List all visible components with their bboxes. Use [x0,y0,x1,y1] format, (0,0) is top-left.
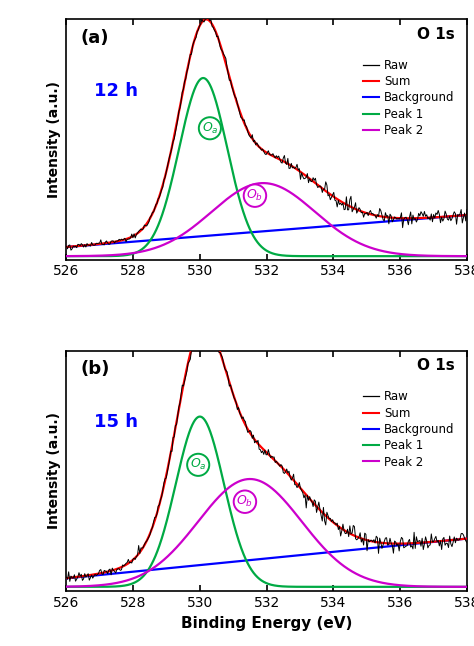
Text: $O_b$: $O_b$ [246,188,264,203]
Text: 15 h: 15 h [94,413,138,432]
Legend: Raw, Sum, Background, Peak 1, Peak 2: Raw, Sum, Background, Peak 1, Peak 2 [358,386,459,474]
Text: (b): (b) [81,360,110,379]
Text: O 1s: O 1s [417,358,455,373]
Y-axis label: Intensity (a.u.): Intensity (a.u.) [47,413,61,530]
X-axis label: Binding Energy (eV): Binding Energy (eV) [181,616,352,630]
Y-axis label: Intensity (a.u.): Intensity (a.u.) [47,81,61,198]
Text: O 1s: O 1s [417,26,455,41]
Legend: Raw, Sum, Background, Peak 1, Peak 2: Raw, Sum, Background, Peak 1, Peak 2 [358,54,459,141]
Text: $O_a$: $O_a$ [201,121,218,136]
Text: 12 h: 12 h [94,82,138,100]
Text: (a): (a) [81,29,109,47]
Text: $O_a$: $O_a$ [190,457,207,472]
Text: $O_b$: $O_b$ [237,494,254,509]
